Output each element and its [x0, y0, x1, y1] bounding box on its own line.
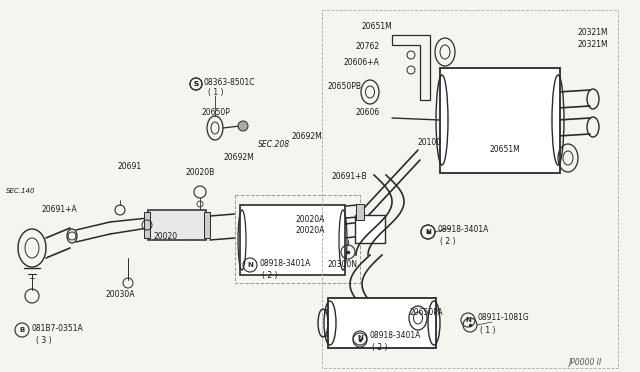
Text: N: N	[247, 262, 253, 268]
Bar	[440, 68, 560, 173]
Text: 08918-3401A: 08918-3401A	[369, 331, 420, 340]
Text: 20030A: 20030A	[106, 290, 136, 299]
Bar	[328, 298, 436, 348]
Text: 20651M: 20651M	[490, 145, 521, 154]
Text: 20321M: 20321M	[578, 28, 609, 37]
Text: 20020: 20020	[154, 232, 178, 241]
Text: ( 1 ): ( 1 )	[480, 326, 495, 335]
Text: N: N	[357, 335, 363, 341]
Bar	[148, 210, 206, 240]
Bar	[355, 215, 385, 243]
Text: 08911-1081G: 08911-1081G	[477, 313, 529, 322]
Text: JP0000 II: JP0000 II	[568, 358, 601, 367]
Text: 20650PB: 20650PB	[328, 82, 362, 91]
Text: N: N	[425, 229, 431, 235]
Bar	[356, 204, 364, 220]
Bar	[235, 195, 360, 283]
Text: 20762: 20762	[355, 42, 379, 51]
Text: 20650P: 20650P	[202, 108, 231, 117]
Text: 20651M: 20651M	[362, 22, 393, 31]
Bar	[240, 205, 345, 275]
Text: ( 2 ): ( 2 )	[440, 237, 456, 246]
Text: 08918-3401A: 08918-3401A	[437, 225, 488, 234]
Text: ( 3 ): ( 3 )	[36, 336, 52, 345]
Text: ( 1 ): ( 1 )	[208, 88, 223, 97]
Text: S: S	[193, 81, 198, 87]
Text: 20321M: 20321M	[578, 40, 609, 49]
Text: 08363-8501C: 08363-8501C	[204, 78, 255, 87]
Text: 20020A: 20020A	[296, 215, 325, 224]
Text: 08918-3401A: 08918-3401A	[259, 259, 310, 268]
Text: 20300N: 20300N	[328, 260, 358, 269]
Text: 20692M: 20692M	[292, 132, 323, 141]
Text: 20691: 20691	[118, 162, 142, 171]
Text: 20692M: 20692M	[224, 153, 255, 162]
Text: N: N	[465, 317, 471, 323]
Bar	[144, 212, 150, 238]
Text: 20020A: 20020A	[296, 226, 325, 235]
Text: 20606: 20606	[355, 108, 380, 117]
Bar	[322, 10, 618, 368]
Text: S: S	[193, 81, 198, 87]
Text: ( 2 ): ( 2 )	[372, 343, 387, 352]
Text: 20020B: 20020B	[186, 168, 215, 177]
Text: SEC.208: SEC.208	[258, 140, 290, 149]
Text: 20100: 20100	[418, 138, 442, 147]
Text: ( 2 ): ( 2 )	[262, 271, 278, 280]
Text: SEC.140: SEC.140	[6, 188, 35, 194]
Text: 20650PA: 20650PA	[410, 308, 444, 317]
Text: 20691+B: 20691+B	[332, 172, 367, 181]
Text: 20606+A: 20606+A	[344, 58, 380, 67]
Text: 081B7-0351A: 081B7-0351A	[31, 324, 83, 333]
Text: 20691+A: 20691+A	[42, 205, 77, 214]
Bar	[204, 212, 210, 238]
Circle shape	[238, 121, 248, 131]
Text: B: B	[19, 327, 24, 333]
